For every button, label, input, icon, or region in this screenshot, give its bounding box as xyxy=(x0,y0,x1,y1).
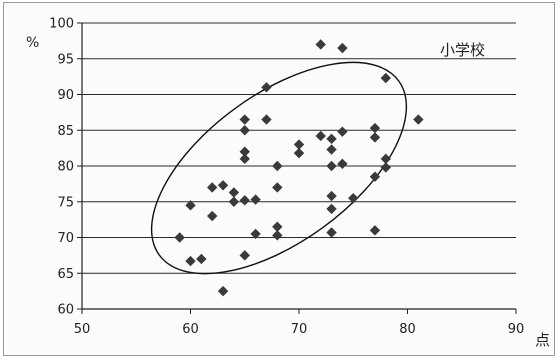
data-point-26 xyxy=(293,147,305,159)
data-point-10 xyxy=(228,196,240,207)
data-point-25 xyxy=(293,139,305,150)
y-tick-label-100: 100 xyxy=(49,17,74,32)
x-tick-label-60: 60 xyxy=(182,322,199,337)
data-point-37 xyxy=(337,158,348,170)
y-tick-label-80: 80 xyxy=(57,160,74,175)
x-axis-label: 点 xyxy=(535,331,550,349)
data-point-33 xyxy=(326,203,337,215)
y-tick-label-85: 85 xyxy=(57,124,74,139)
data-point-44 xyxy=(380,153,391,165)
data-point-9 xyxy=(228,187,240,198)
y-tick-label-65: 65 xyxy=(57,267,74,282)
data-point-13 xyxy=(239,146,250,157)
data-point-32 xyxy=(326,190,337,202)
data-point-19 xyxy=(261,82,272,93)
x-tick-label-50: 50 xyxy=(74,322,91,337)
data-point-12 xyxy=(239,125,250,136)
data-point-18 xyxy=(250,228,261,240)
data-point-5 xyxy=(207,182,218,193)
data-point-41 xyxy=(369,171,381,182)
x-tick-label-90: 90 xyxy=(508,322,525,337)
y-tick-label-70: 70 xyxy=(57,231,74,246)
data-point-40 xyxy=(369,132,381,143)
data-point-3 xyxy=(185,255,196,267)
data-point-31 xyxy=(326,160,337,172)
data-point-39 xyxy=(369,122,381,134)
data-point-38 xyxy=(348,192,359,204)
data-point-20 xyxy=(261,114,272,125)
y-axis-label: % xyxy=(26,35,39,51)
data-point-45 xyxy=(380,162,391,173)
grid-lines xyxy=(82,22,516,274)
data-point-16 xyxy=(239,250,250,261)
data-point-36 xyxy=(337,126,348,137)
y-tick-label-60: 60 xyxy=(57,303,74,318)
data-point-4 xyxy=(196,253,207,265)
chart-annotation: 小学校 xyxy=(440,41,485,59)
y-tick-labels: 60 65 70 75 80 85 90 95 100 xyxy=(49,17,74,318)
x-tick-label-80: 80 xyxy=(399,322,416,337)
x-tick-labels: 50 60 70 80 90 xyxy=(74,322,525,337)
data-point-24 xyxy=(272,230,283,241)
data-point-29 xyxy=(326,133,337,145)
data-point-23 xyxy=(272,221,283,232)
data-point-43 xyxy=(380,72,391,84)
data-point-17 xyxy=(250,194,261,205)
data-point-15 xyxy=(239,195,250,206)
data-point-21 xyxy=(272,160,283,172)
cluster-ellipse xyxy=(150,61,408,275)
data-point-6 xyxy=(207,210,218,222)
data-point-27 xyxy=(315,39,326,50)
data-point-8 xyxy=(217,180,229,191)
data-point-2 xyxy=(185,200,196,211)
y-tick-label-75: 75 xyxy=(57,195,74,210)
data-point-42 xyxy=(369,225,381,236)
data-points xyxy=(174,39,424,297)
data-point-14 xyxy=(239,153,250,165)
data-point-1 xyxy=(174,232,185,243)
data-point-35 xyxy=(337,42,348,54)
chart-frame: 60 65 70 75 80 85 90 95 100 50 60 70 80 90 % 点 小学校 xyxy=(3,2,555,356)
x-tick-label-70: 70 xyxy=(291,322,308,337)
data-point-11 xyxy=(239,114,250,125)
data-point-34 xyxy=(326,227,337,238)
data-point-30 xyxy=(326,144,337,155)
data-point-28 xyxy=(315,130,326,142)
data-point-22 xyxy=(272,182,283,193)
y-tick-label-90: 90 xyxy=(57,88,74,103)
data-point-46 xyxy=(413,114,424,125)
axes xyxy=(77,22,517,314)
y-tick-label-95: 95 xyxy=(57,52,74,67)
data-point-7 xyxy=(217,285,229,297)
